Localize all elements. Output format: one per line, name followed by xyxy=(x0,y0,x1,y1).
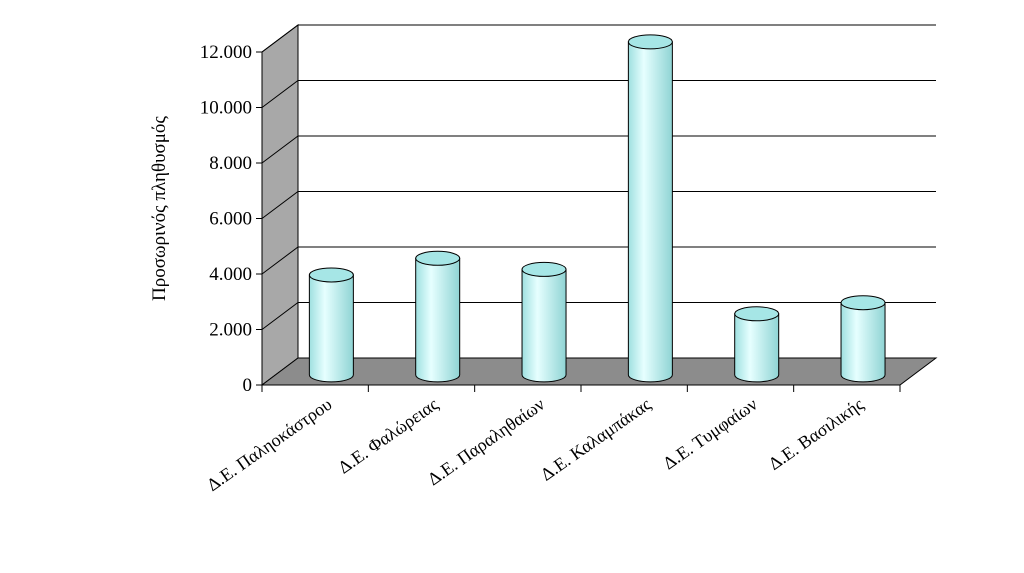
bar-body xyxy=(734,313,780,383)
gridline xyxy=(261,135,936,164)
bar-body xyxy=(627,41,673,383)
bar-body xyxy=(840,302,886,383)
x-category-label: Δ.Ε. Βασιλικής xyxy=(765,394,867,474)
x-category-label: Δ.Ε. Παραληθαίων xyxy=(424,394,548,489)
y-tick-label: 2.000 xyxy=(209,320,252,341)
bar-top xyxy=(415,250,461,266)
y-axis-title: Προσωρινός πληθυσμός xyxy=(149,116,170,301)
bar xyxy=(415,250,461,383)
gridline xyxy=(261,246,936,275)
gridline xyxy=(261,191,936,219)
bar-top xyxy=(734,306,780,322)
y-tick-label: 0 xyxy=(243,375,253,396)
x-category-label: Δ.Ε. Τυμφαίων xyxy=(659,394,761,473)
bar-top xyxy=(521,261,567,277)
x-category-label: Δ.Ε. Παληοκάστρου xyxy=(203,394,335,495)
bar-body xyxy=(521,268,567,383)
bar-body xyxy=(415,257,461,383)
y-tick-label: 6.000 xyxy=(209,209,252,230)
bar-top xyxy=(308,267,354,283)
bar xyxy=(308,267,354,383)
bar xyxy=(627,34,673,383)
gridline xyxy=(261,302,936,330)
bar xyxy=(734,306,780,383)
y-tick-label: 10.000 xyxy=(200,98,252,119)
x-category-label: Δ.Ε. Φαλώρειας xyxy=(334,394,441,478)
gridline xyxy=(261,24,936,53)
bar-top xyxy=(627,34,673,50)
bar-body xyxy=(308,274,354,383)
bar-top xyxy=(840,295,886,311)
y-tick-label: 8.000 xyxy=(209,153,252,174)
bar xyxy=(840,295,886,383)
y-tick-label: 12.000 xyxy=(200,42,252,63)
y-tick-label: 4.000 xyxy=(209,264,252,285)
floor xyxy=(260,357,938,386)
x-category-label: Δ.Ε. Καλαμπάκας xyxy=(537,394,655,485)
gridline xyxy=(261,80,936,108)
bar xyxy=(521,261,567,383)
